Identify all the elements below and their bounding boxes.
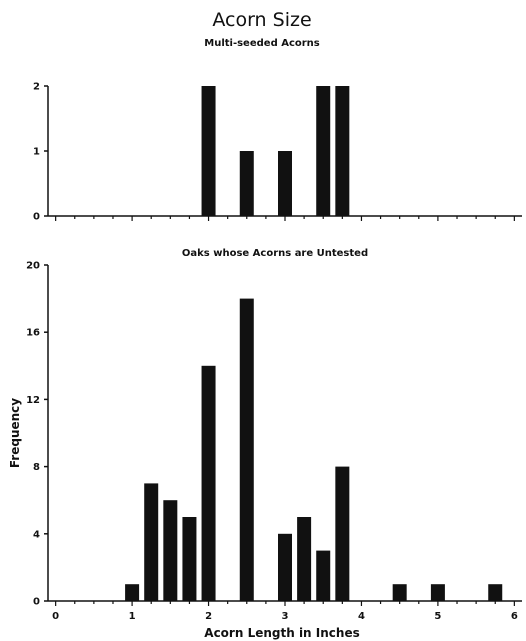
- top-bar: [316, 86, 331, 216]
- bottom-chart: Oaks whose Acorns are Untested 048121620…: [8, 248, 522, 640]
- bottom-bar: [430, 584, 445, 601]
- top-bar: [278, 151, 292, 216]
- top-chart: Multi-seeded Acorns 0 1 2: [33, 38, 522, 223]
- top-bar: [335, 86, 350, 216]
- bottom-bar: [335, 466, 350, 601]
- top-y-tick-label: 2: [33, 82, 40, 93]
- bottom-x-tick-label: 0: [52, 611, 59, 622]
- bottom-y-tick-label: 20: [26, 261, 40, 272]
- y-axis-label: Frequency: [8, 398, 22, 468]
- bottom-bar: [201, 365, 216, 601]
- bottom-x-tick-label: 6: [511, 611, 518, 622]
- bottom-bar: [239, 298, 254, 601]
- bottom-bar: [488, 584, 503, 601]
- bottom-y-tick-label: 4: [33, 529, 40, 540]
- top-y-tick-label: 0: [33, 212, 40, 223]
- x-axis-label: Acorn Length in Inches: [204, 626, 359, 640]
- top-bar: [239, 151, 254, 216]
- bottom-bar: [278, 533, 292, 601]
- bottom-x-tick-label: 2: [205, 611, 212, 622]
- bottom-y-tick-label: 12: [26, 395, 40, 406]
- bottom-bar: [144, 483, 159, 601]
- top-bar: [201, 86, 216, 216]
- top-plot-area: 0 1 2: [33, 82, 522, 223]
- figure-title: Acorn Size: [212, 9, 311, 31]
- bottom-x-tick-label: 1: [129, 611, 136, 622]
- bottom-chart-title: Oaks whose Acorns are Untested: [182, 248, 368, 259]
- bottom-x-tick-label: 4: [358, 611, 365, 622]
- bottom-bar: [163, 500, 178, 601]
- bottom-y-tick-label: 16: [26, 328, 40, 339]
- top-y-tick-label: 1: [33, 147, 40, 158]
- bottom-bar: [182, 517, 197, 601]
- bottom-bar: [316, 550, 331, 601]
- bottom-x-tick-label: 3: [282, 611, 289, 622]
- top-chart-title: Multi-seeded Acorns: [204, 38, 320, 49]
- bottom-x-tick-label: 5: [434, 611, 441, 622]
- bottom-bar: [125, 584, 140, 601]
- bottom-y-tick-label: 0: [33, 597, 40, 608]
- bottom-bar: [392, 584, 407, 601]
- bottom-bar: [297, 517, 312, 601]
- bottom-y-tick-label: 8: [33, 462, 40, 473]
